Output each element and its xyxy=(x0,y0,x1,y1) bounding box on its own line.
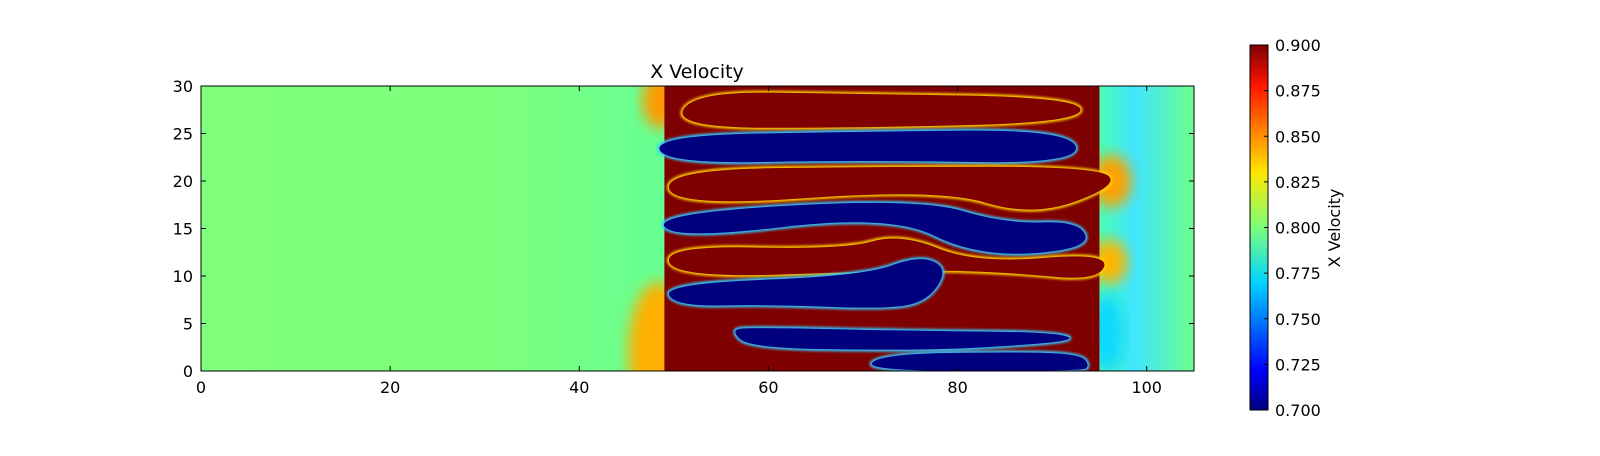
colorbar-tick-label: 0.900 xyxy=(1275,36,1321,55)
x-tick-label: 80 xyxy=(947,378,967,397)
x-tick-label: 40 xyxy=(569,378,589,397)
y-axis: 0 5 10 15 20 25 30 xyxy=(173,77,1194,381)
colorbar-tick-label: 0.875 xyxy=(1275,82,1321,101)
colorbar-tick-label: 0.775 xyxy=(1275,264,1321,283)
glow-right-cyan xyxy=(1091,293,1124,371)
y-tick-label: 20 xyxy=(173,172,193,191)
band-low-5 xyxy=(668,259,943,308)
band-high-4 xyxy=(668,238,1105,278)
y-tick-label: 10 xyxy=(173,267,193,286)
x-axis: 0 20 40 60 80 100 xyxy=(196,86,1162,397)
colorbar-tick-label: 0.700 xyxy=(1275,401,1321,420)
plot-area xyxy=(201,86,1194,371)
y-tick-label: 5 xyxy=(183,315,193,334)
y-tick-label: 0 xyxy=(183,362,193,381)
x-tick-label: 100 xyxy=(1131,378,1162,397)
band-low-6 xyxy=(735,328,1070,350)
y-tick-label: 25 xyxy=(173,125,193,144)
y-tick-label: 15 xyxy=(173,220,193,239)
x-tick-label: 0 xyxy=(196,378,206,397)
colorbar-ticks: 0.700 0.725 0.750 0.775 0.800 0.825 0.850 0.875… xyxy=(1264,36,1321,420)
colorbar-tick-label: 0.750 xyxy=(1275,310,1321,329)
x-tick-label: 20 xyxy=(380,378,400,397)
y-tick-label: 30 xyxy=(173,77,193,96)
band-low-3 xyxy=(663,202,1086,254)
band-low-7 xyxy=(871,352,1088,371)
band-low-1 xyxy=(659,130,1076,163)
colorbar-tick-label: 0.850 xyxy=(1275,127,1321,146)
colorbar-label: X Velocity xyxy=(1325,189,1344,268)
colorbar-tick-label: 0.825 xyxy=(1275,173,1321,192)
colorbar-tick-label: 0.725 xyxy=(1275,355,1321,374)
band-high-0 xyxy=(682,92,1081,128)
x-tick-label: 60 xyxy=(758,378,778,397)
colorbar-tick-label: 0.800 xyxy=(1275,219,1321,238)
velocity-bands xyxy=(657,90,1113,371)
chart-title: X Velocity xyxy=(650,61,744,83)
band-high-2 xyxy=(668,166,1111,210)
